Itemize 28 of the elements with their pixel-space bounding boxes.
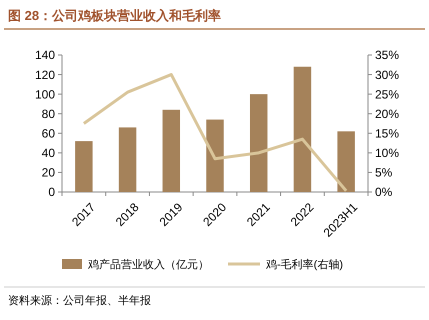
legend-label: 鸡产品营业收入（亿元） bbox=[87, 258, 209, 271]
bar bbox=[294, 66, 312, 192]
y-tick-label: 0 bbox=[48, 185, 56, 200]
bar bbox=[250, 94, 268, 192]
bar bbox=[118, 127, 136, 192]
y2-tick-label: 5% bbox=[375, 166, 393, 180]
line-series bbox=[82, 73, 348, 192]
y-tick-label: 40 bbox=[42, 146, 56, 160]
chart-title: 图 28：公司鸡板块营业收入和毛利率 bbox=[8, 8, 222, 23]
y2-tick-label: 30% bbox=[375, 68, 400, 82]
y-tick-label: 100 bbox=[34, 87, 56, 102]
text: 资料来源：公司年报、半年报 bbox=[8, 294, 151, 307]
y2-tick-label: 20% bbox=[375, 106, 400, 121]
y-tick-label: 20 bbox=[42, 166, 56, 180]
y2-tick-label: 35% bbox=[375, 48, 400, 62]
y-tick-label: 120 bbox=[34, 68, 56, 82]
bar bbox=[162, 110, 180, 192]
y-tick-label: 80 bbox=[42, 106, 56, 121]
y-tick-label: 60 bbox=[42, 126, 56, 140]
y2-tick-label: 10% bbox=[375, 146, 400, 160]
bar bbox=[75, 141, 93, 192]
legend-label: 鸡-毛利率(右轴) bbox=[265, 258, 343, 271]
bar bbox=[206, 120, 224, 192]
y2-tick-label: 15% bbox=[375, 126, 400, 140]
y-tick-label: 140 bbox=[34, 48, 56, 62]
y2-tick-label: 0% bbox=[375, 185, 393, 200]
y2-tick-label: 25% bbox=[375, 87, 400, 102]
bar bbox=[337, 131, 355, 192]
